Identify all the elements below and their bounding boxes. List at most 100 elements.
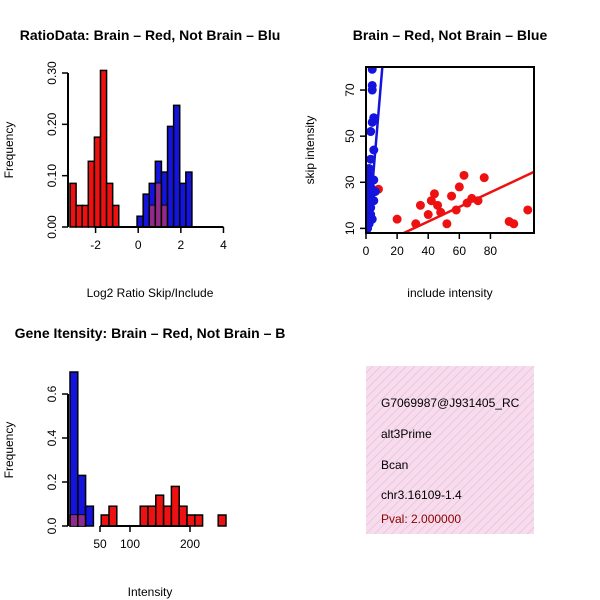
scatter-point-red (411, 219, 421, 229)
gene-brain-bar (155, 494, 165, 527)
gene-brain-bar (217, 514, 227, 527)
ratio-overlap-bar (156, 183, 161, 227)
scatter-chart-ylabel: skip intensity (303, 116, 317, 185)
intensity-scatter: Brain – Red, Not Brain – Blue 0 20 40 60 80 1… (303, 27, 547, 300)
gene-chart-title: Gene Itensity: Brain – Red, Not Brain – … (15, 325, 286, 341)
gene-y-tick-label: 0.0 (45, 517, 59, 534)
gene-brain-bar (162, 505, 173, 527)
ratio-x-tick-label: -2 (90, 238, 101, 252)
ratio-brain-bar (99, 69, 108, 228)
info-panel: G7069987@J931405_RC alt3Prime Bcan chr3.… (366, 366, 534, 534)
gene-brain-bar (186, 514, 196, 527)
gene-y-tick-label: 0.6 (45, 385, 59, 402)
scatter-point-blue (366, 127, 376, 137)
scatter-point-blue (366, 203, 376, 213)
gene-y-tick-label: 0.2 (45, 473, 59, 490)
ratio-x-tick-label: 2 (177, 238, 184, 252)
ratio-not-brain-bar (172, 104, 181, 228)
gene-intensity-histogram: Gene Itensity: Brain – Red, Not Brain – … (2, 325, 285, 599)
scatter-chart-xlabel: include intensity (407, 286, 492, 300)
scatter-plot-frame (365, 66, 535, 234)
scatter-point-red (436, 207, 446, 217)
ratio-chart-ylabel: Frequency (2, 122, 16, 179)
ratio-brain-bar (75, 204, 83, 228)
ratio-x-tick-label: 0 (135, 238, 142, 252)
scatter-point-red (426, 196, 436, 206)
ratio-brain-bar (93, 136, 102, 228)
scatter-y-tick-label: 30 (343, 175, 357, 189)
scatter-point-blue (366, 163, 374, 173)
scatter-point-red (429, 189, 439, 199)
ratio-not-brain-bar (178, 182, 187, 228)
scatter-point-red (423, 210, 433, 220)
ratio-overlap-bar (150, 205, 155, 227)
ratio-axes: -2 0 2 4 0.00 0.10 0.20 0.30 (45, 61, 227, 252)
ratio-overlap-bar (162, 205, 167, 227)
gene-y-tick-label: 0.4 (45, 429, 59, 446)
gene-brain-bar (147, 505, 157, 527)
ratio-y-tick-label: 0.30 (45, 61, 59, 85)
gene-brain-bar (108, 505, 118, 527)
scatter-point-red (473, 196, 483, 206)
ratio-y-tick-label: 0.00 (45, 215, 59, 239)
gene-not-brain-bar (84, 505, 95, 527)
scatter-point-blue (369, 175, 379, 185)
ratio-not-brain-bar (136, 215, 144, 228)
scatter-y-tick-label: 50 (343, 129, 357, 143)
pval-text: Pval: 2.000000 (381, 512, 461, 526)
gene-x-tick-label: 100 (120, 537, 140, 551)
scatter-x-tick-label: 80 (484, 244, 498, 258)
gene-x-tick-label: 200 (180, 537, 200, 551)
ratio-brain-bar (81, 204, 90, 228)
scatter-chart-title: Brain – Red, Not Brain – Blue (353, 27, 548, 43)
scatter-point-red (459, 170, 469, 180)
scatter-point-blue (367, 80, 377, 90)
gene-not-brain-bar (69, 371, 79, 527)
scatter-point-red (451, 205, 461, 215)
scatter-point-blue (367, 214, 377, 224)
gene-chart-xlabel: Intensity (128, 585, 173, 599)
ratio-brain-bar (69, 182, 77, 228)
event-type-text: alt3Prime (381, 427, 432, 441)
scatter-y-tick-label: 70 (343, 83, 357, 97)
scatter-point-blue (369, 113, 379, 123)
gene-brain-bar (100, 514, 110, 527)
gene-overlap-bar (71, 515, 77, 526)
ratio-brain-bar (111, 204, 120, 228)
gene-brain-bar (139, 505, 149, 527)
gene-overlap-bar (78, 515, 85, 526)
scatter-x-tick-label: 20 (390, 244, 404, 258)
scatter-marks (366, 67, 534, 233)
ratio-not-brain-bar (142, 193, 151, 228)
ratio-y-tick-label: 0.20 (45, 112, 59, 136)
ratio-brain-bar (105, 182, 114, 228)
scatter-point-red (392, 214, 402, 224)
scatter-point-red (447, 191, 457, 201)
scatter-point-red (442, 219, 452, 229)
ratio-not-brain-bar (185, 171, 193, 228)
ratio-brain-bar (87, 160, 96, 228)
scatter-point-red (415, 200, 425, 210)
ratio-y-tick-label: 0.10 (45, 164, 59, 188)
scatter-point-blue (369, 196, 379, 206)
location-text: chr3.16109-1.4 (381, 488, 462, 502)
ratio-x-tick-label: 4 (220, 238, 227, 252)
scatter-point-red (509, 219, 519, 229)
scatter-x-tick-label: 0 (363, 244, 370, 258)
gene-brain-bar (178, 505, 188, 527)
gene-name-text: Bcan (381, 458, 408, 472)
scatter-point-red (454, 182, 464, 192)
scatter-point-red (523, 205, 533, 215)
scatter-axes: 0 20 40 60 80 10 30 50 70 (343, 66, 535, 258)
gene-brain-bar (170, 485, 180, 527)
scatter-point-red (433, 200, 443, 210)
scatter-x-tick-label: 40 (422, 244, 436, 258)
scatter-y-tick-label: 10 (343, 221, 357, 235)
scatter-point-red (479, 173, 489, 183)
ratio-histogram: RatioData: Brain – Red, Not Brain – Blu … (2, 27, 280, 300)
gene-x-tick-label: 50 (93, 537, 107, 551)
scatter-point-blue (370, 187, 380, 196)
ratio-chart-xlabel: Log2 Ratio Skip/Include (87, 286, 214, 300)
ratio-not-brain-bar (166, 125, 175, 228)
